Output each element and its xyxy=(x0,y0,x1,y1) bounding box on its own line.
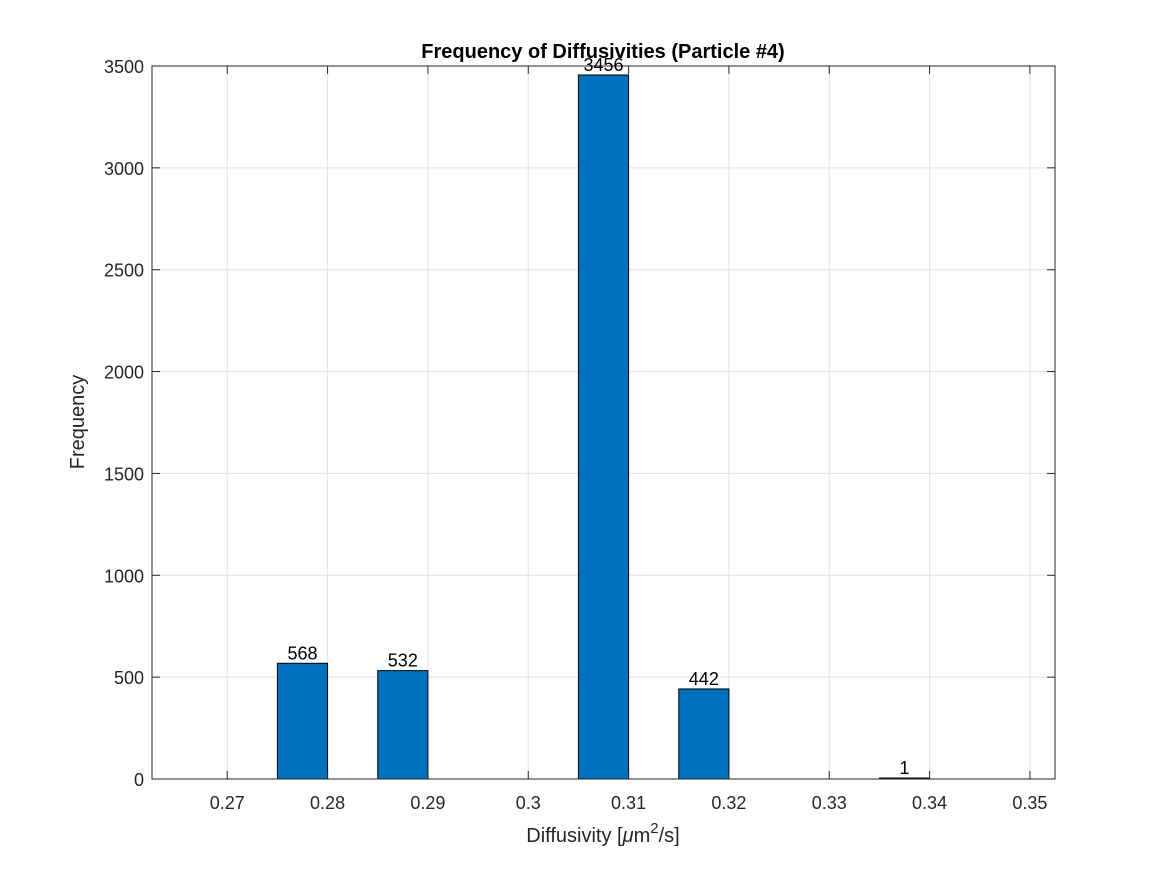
y-tick-label: 3500 xyxy=(104,57,144,77)
bars xyxy=(276,74,931,780)
y-tick-label: 3000 xyxy=(104,159,144,179)
x-tick-label: 0.35 xyxy=(1012,793,1047,813)
x-axis-label-superscript: 2 xyxy=(650,820,658,837)
bar-data-label: 3456 xyxy=(583,55,623,75)
tick-marks xyxy=(152,65,1055,780)
y-tick-label: 2500 xyxy=(104,261,144,281)
x-tick-label: 0.34 xyxy=(912,793,947,813)
y-tick-label: 1500 xyxy=(104,464,144,484)
chart-title: Frequency of Diffusivities (Particle #4) xyxy=(421,41,784,63)
data-labels: 568 532 3456 442 1 xyxy=(287,55,909,778)
y-tick-labels: 0 500 1000 1500 2000 2500 3000 3500 xyxy=(104,57,144,790)
x-axis-label-unit: m xyxy=(634,825,651,847)
y-tick-label: 2000 xyxy=(104,363,144,383)
y-tick-label: 0 xyxy=(134,770,144,790)
bar-data-label: 568 xyxy=(287,643,317,663)
x-tick-labels: 0.27 0.28 0.29 0.3 0.31 0.32 0.33 0.34 0.35 xyxy=(210,793,1048,813)
bar-data-label: 532 xyxy=(388,651,418,671)
bar-data-label: 442 xyxy=(689,669,719,689)
axes-box xyxy=(151,65,1056,780)
bar xyxy=(577,74,630,780)
y-tick-label: 1000 xyxy=(104,566,144,586)
bar-data-label: 1 xyxy=(899,758,909,778)
x-tick-label: 0.33 xyxy=(812,793,847,813)
bar xyxy=(276,662,329,780)
x-axis-label: Diffusivity [μm2/s] xyxy=(526,820,679,847)
x-axis-label-mu: μ xyxy=(622,825,634,847)
x-tick-label: 0.27 xyxy=(210,793,245,813)
x-tick-label: 0.28 xyxy=(310,793,345,813)
bar xyxy=(377,670,429,780)
y-axis-label: Frequency xyxy=(67,375,89,470)
y-tick-label: 500 xyxy=(114,668,144,688)
bar xyxy=(678,688,730,780)
x-axis-label-suffix: /s] xyxy=(659,825,680,847)
x-tick-label: 0.31 xyxy=(611,793,646,813)
x-tick-label: 0.3 xyxy=(516,793,541,813)
x-axis-label-prefix: Diffusivity [ xyxy=(526,825,623,847)
x-tick-label: 0.29 xyxy=(410,793,445,813)
x-tick-label: 0.32 xyxy=(711,793,746,813)
